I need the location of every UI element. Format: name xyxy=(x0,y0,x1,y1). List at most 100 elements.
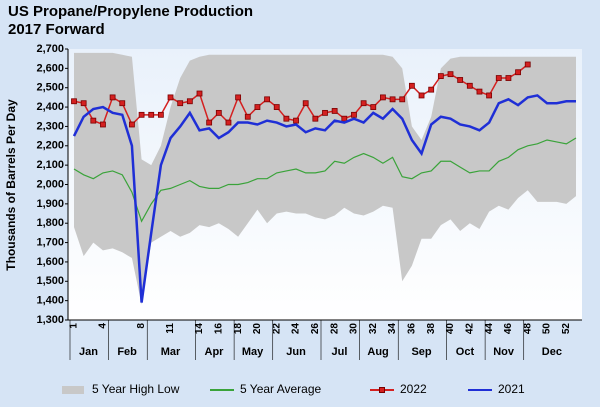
x-tick-label: 14 xyxy=(194,323,205,335)
marker xyxy=(515,69,521,76)
month-label: Nov xyxy=(493,346,515,358)
marker xyxy=(293,117,299,124)
marker xyxy=(177,100,184,107)
marker xyxy=(109,94,116,101)
x-tick-label: 18 xyxy=(233,323,244,335)
x-tick-label: 8 xyxy=(136,323,147,329)
x-tick-label: 4 xyxy=(98,323,109,329)
x-tick-label: 32 xyxy=(368,323,379,335)
marker xyxy=(71,98,77,105)
marker xyxy=(119,100,126,107)
chart-title: US Propane/Propylene Production xyxy=(8,3,253,20)
x-tick-label: 28 xyxy=(329,323,340,335)
marker xyxy=(90,117,97,124)
marker xyxy=(370,104,377,110)
month-label: Jun xyxy=(286,346,306,358)
marker xyxy=(302,100,309,107)
legend-label: 2021 xyxy=(498,382,525,396)
marker xyxy=(167,94,174,101)
marker xyxy=(129,121,135,128)
marker xyxy=(351,111,357,118)
y-tick-label: 1,300 xyxy=(36,314,64,326)
marker xyxy=(157,111,164,118)
x-tick-label: 30 xyxy=(349,323,360,335)
marker xyxy=(447,71,454,78)
marker xyxy=(399,96,406,103)
marker xyxy=(476,88,483,95)
month-label: Oct xyxy=(456,346,475,358)
y-tick-label: 2,200 xyxy=(36,140,64,152)
marker xyxy=(457,77,464,83)
x-tick-label: 11 xyxy=(165,323,176,334)
month-label: Dec xyxy=(542,346,562,358)
marker xyxy=(495,75,502,81)
marker xyxy=(380,94,386,101)
y-tick-label: 2,400 xyxy=(36,101,64,113)
month-label: Jul xyxy=(332,346,348,358)
marker xyxy=(418,92,425,99)
x-tick-label: 24 xyxy=(291,323,302,335)
x-tick-label: 42 xyxy=(464,323,475,335)
y-axis-label: Thousands of Barrels Per Day xyxy=(4,99,18,271)
x-tick-label: 34 xyxy=(387,323,398,335)
x-tick-label: 26 xyxy=(310,323,321,335)
month-label: Sep xyxy=(411,346,431,358)
y-tick-label: 1,800 xyxy=(36,217,64,229)
marker xyxy=(186,98,193,105)
y-tick-label: 2,000 xyxy=(36,178,64,190)
x-tick-label: 46 xyxy=(503,323,514,335)
y-tick-label: 2,600 xyxy=(36,62,64,74)
marker xyxy=(225,119,232,126)
chart-subtitle: 2017 Forward xyxy=(8,21,105,38)
x-tick-label: 50 xyxy=(542,323,553,335)
y-tick-label: 2,500 xyxy=(36,82,64,94)
month-label: May xyxy=(242,346,264,358)
marker xyxy=(244,113,251,120)
x-tick-label: 48 xyxy=(522,323,533,335)
x-tick-label: 22 xyxy=(271,323,282,335)
marker xyxy=(322,109,328,116)
marker xyxy=(100,121,106,128)
month-label: Aug xyxy=(367,346,388,358)
legend-marker xyxy=(379,387,385,393)
marker xyxy=(341,115,348,122)
x-tick-label: 38 xyxy=(426,323,437,335)
x-tick-label: 52 xyxy=(561,323,572,335)
y-tick-label: 1,700 xyxy=(36,236,64,248)
month-label: Feb xyxy=(117,346,137,358)
range-area xyxy=(74,52,576,305)
y-tick-label: 1,900 xyxy=(36,198,64,210)
marker xyxy=(254,104,261,110)
marker xyxy=(437,73,444,79)
y-tick-label: 2,300 xyxy=(36,120,64,132)
x-tick-label: 16 xyxy=(213,323,224,335)
x-tick-label: 44 xyxy=(484,323,495,335)
marker xyxy=(524,61,531,68)
marker xyxy=(283,115,290,122)
marker xyxy=(196,90,203,97)
legend-label: 2022 xyxy=(400,382,427,396)
legend-label: 5 Year Average xyxy=(240,382,322,396)
marker xyxy=(215,109,222,116)
marker xyxy=(505,75,512,81)
marker xyxy=(148,111,155,118)
legend-label: 5 Year High Low xyxy=(92,382,180,396)
marker xyxy=(273,104,280,110)
marker xyxy=(138,111,145,118)
y-tick-label: 1,500 xyxy=(36,275,64,287)
marker xyxy=(486,92,493,99)
marker xyxy=(428,86,435,93)
y-tick-label: 1,400 xyxy=(36,295,64,307)
x-tick-label: 20 xyxy=(252,323,263,335)
legend-swatch xyxy=(62,386,84,394)
marker xyxy=(235,94,242,101)
marker xyxy=(466,82,473,89)
marker xyxy=(206,119,213,126)
marker xyxy=(389,96,396,103)
y-tick-label: 1,600 xyxy=(36,256,64,268)
x-tick-label: 36 xyxy=(407,323,418,335)
series-line xyxy=(72,94,576,303)
marker xyxy=(264,96,270,103)
marker xyxy=(331,108,338,114)
